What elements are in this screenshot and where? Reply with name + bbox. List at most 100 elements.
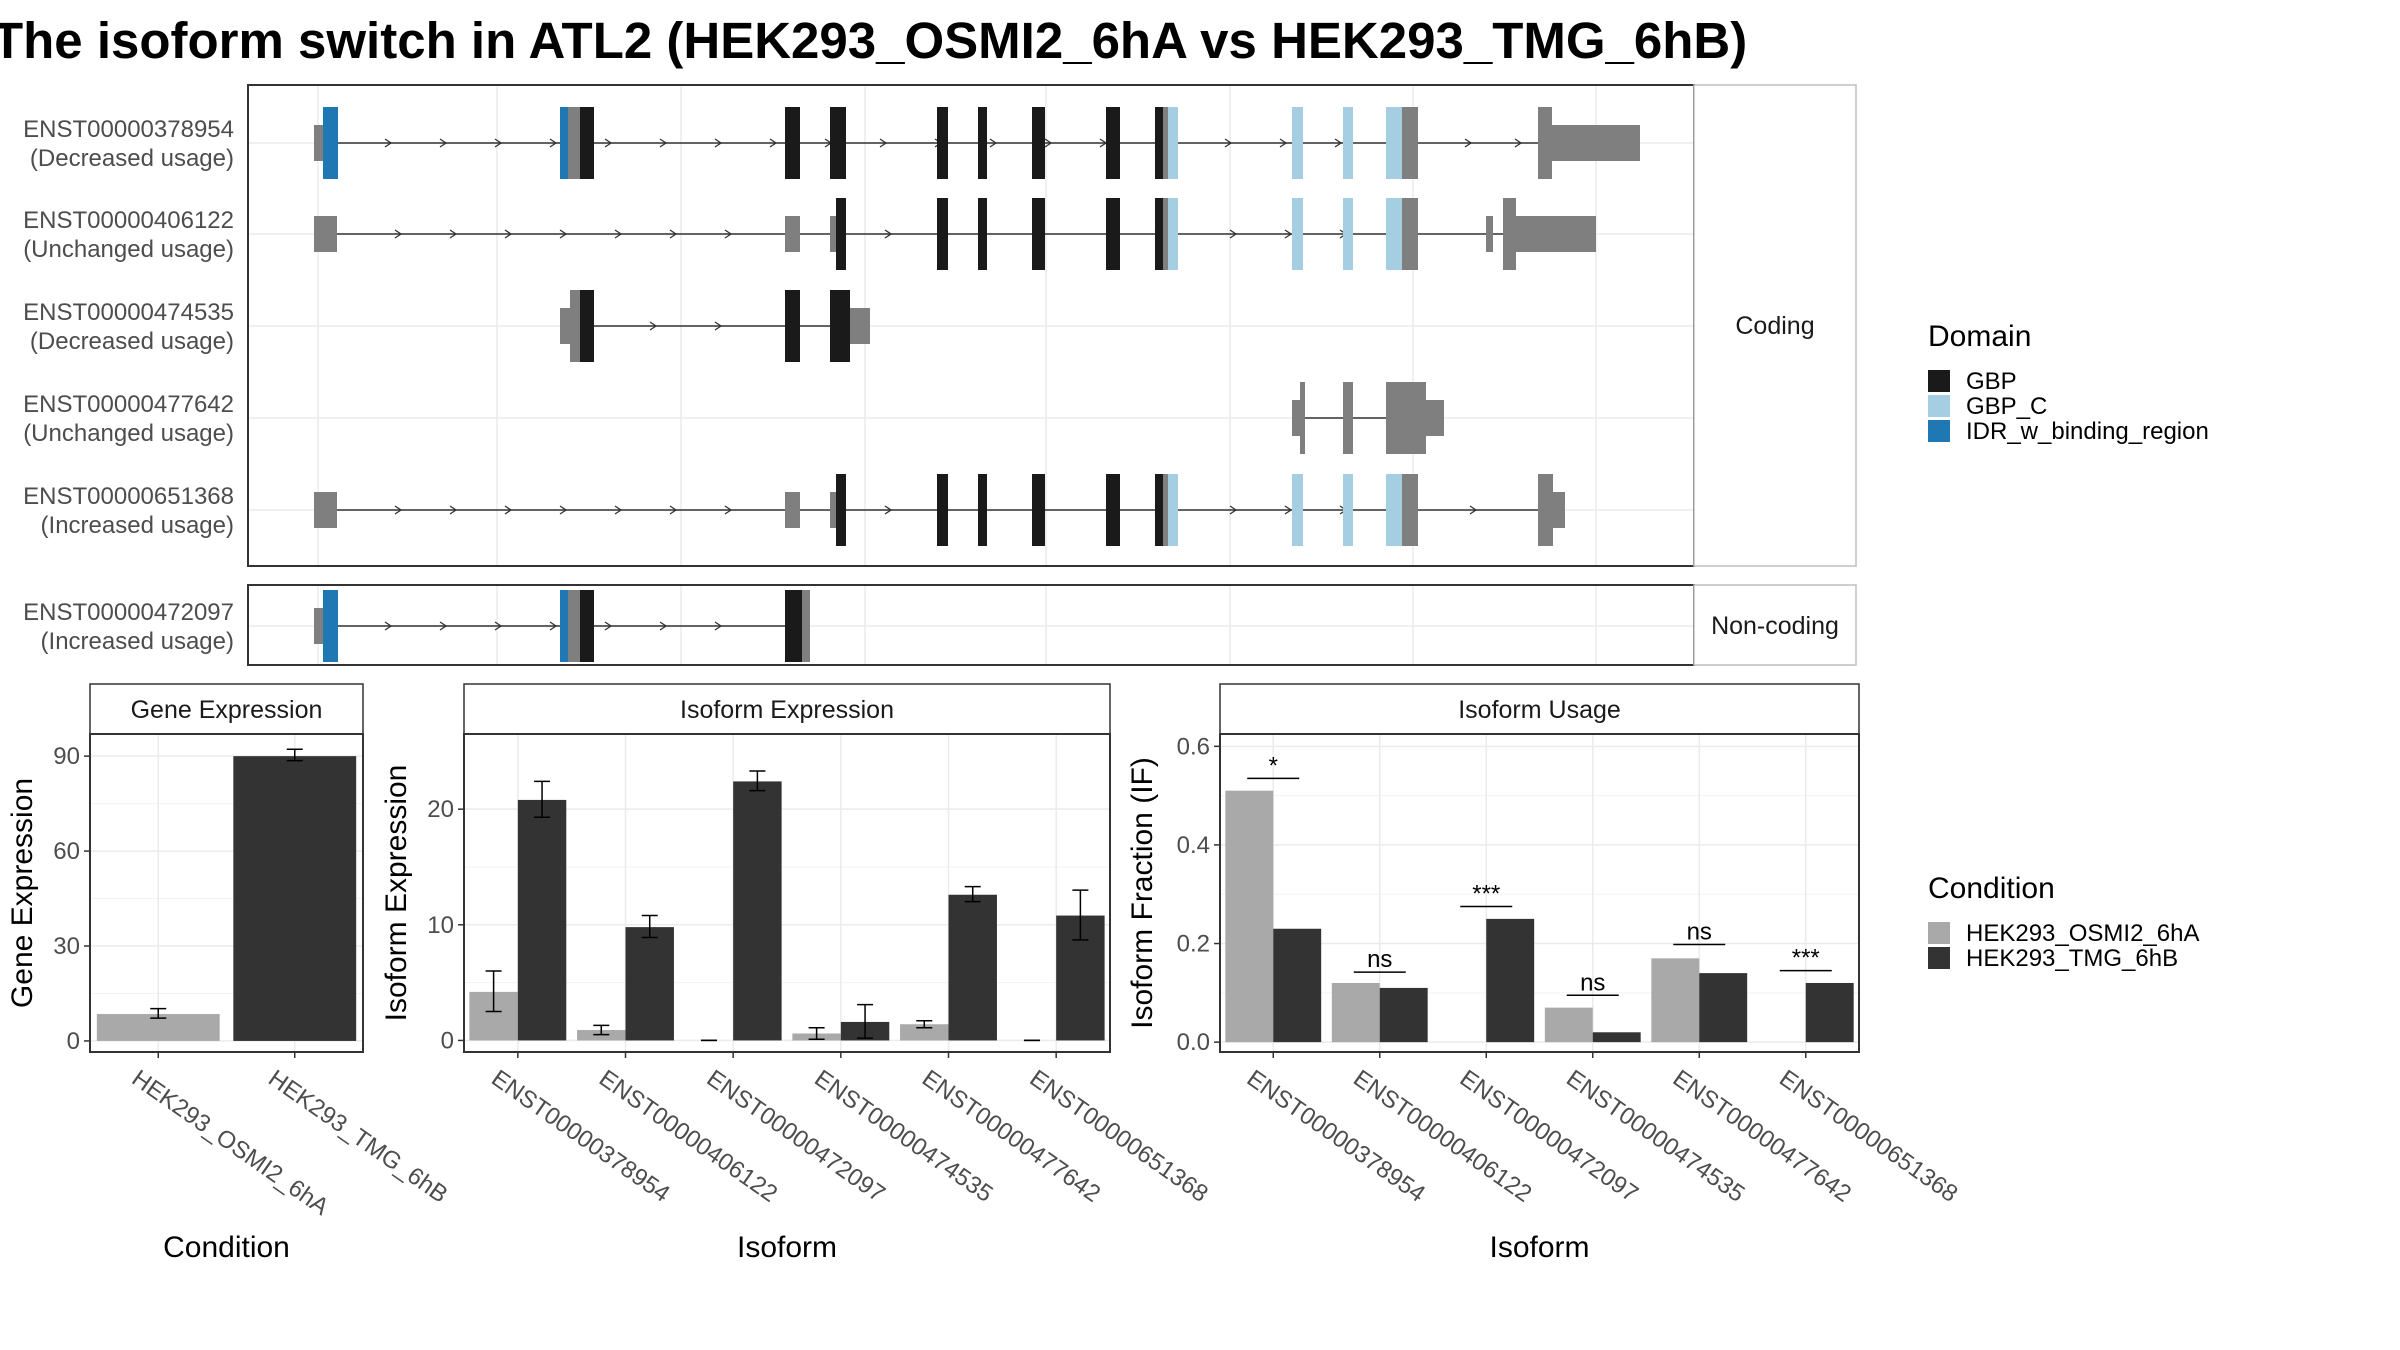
y-axis-title: Isoform Fraction (IF) [1126,757,1159,1029]
exon-block [1300,382,1305,454]
strand-arrow [724,505,733,515]
facet-title: Isoform Usage [1458,696,1621,724]
bar [517,799,567,1041]
legend-label: IDR_w_binding_region [1966,418,2209,445]
exon-block [785,492,800,528]
exon-block [1553,492,1565,528]
x-tick-label: ENST00000406122 [594,1065,782,1208]
exon-block [978,474,987,546]
y-tick-label: 0.0 [1177,1029,1210,1056]
y-tick-label: 60 [53,838,80,865]
strand-arrow [384,621,393,631]
exon-block [830,290,850,362]
legend-swatch [1928,370,1950,392]
x-tick-label: ENST00000651368 [1774,1065,1962,1208]
bar [1331,982,1380,1043]
strand-arrow [384,138,393,148]
exon-block [836,198,846,270]
strand-arrow [884,229,893,239]
exon-block [314,216,337,252]
transcript-model [314,107,1640,179]
exon-block [1106,198,1120,270]
exon-block [937,198,948,270]
x-axis-title: Isoform [1489,1231,1589,1264]
strand-arrow [614,505,623,515]
y-tick-label: 0 [441,1027,454,1054]
exon-block [785,216,800,252]
exon-block [1292,198,1303,270]
exon-block [1032,474,1045,546]
exon-block [1032,198,1045,270]
strip-noncoding-box [1693,584,1857,666]
transcript-status-label: (Unchanged usage) [23,236,234,263]
strand-arrow [394,229,403,239]
strand-arrow [1334,138,1343,148]
exon-block [323,107,338,179]
exon-block [1106,107,1120,179]
exon-block [1402,198,1418,270]
exon-block [1343,107,1353,179]
y-axis-title: Gene Expression [6,778,39,1008]
transcript-model [560,290,870,362]
transcript-status-label: (Increased usage) [41,628,234,655]
bar [233,756,357,1041]
legend-title: Domain [1928,320,2031,353]
exon-block [1292,400,1300,436]
y-tick-label: 90 [53,743,80,770]
structure-coding-panel: Coding [247,84,1857,567]
exon-block [1516,216,1596,252]
transcript-id-label: ENST00000406122 [23,207,234,234]
exon-block [1163,198,1168,270]
x-axis-title: Condition [163,1231,290,1264]
bar [1225,790,1274,1043]
exon-block [568,107,580,179]
strand-arrow [1284,229,1293,239]
legend-label: HEK293_OSMI2_6hA [1966,920,2199,947]
y-tick-label: 30 [53,933,80,960]
exon-block [937,474,948,546]
strand-arrow [1469,505,1478,515]
exon-block [580,107,594,179]
exon-block [323,590,338,662]
strand-arrow [504,505,513,515]
bar [1592,1032,1641,1043]
strand-arrow [714,321,723,331]
exon-block [1163,474,1168,546]
exon-block [560,590,568,662]
x-tick-label: ENST00000378954 [1242,1065,1430,1208]
y-tick-label: 0.6 [1177,733,1210,760]
strand-arrow [549,138,558,148]
transcript-status-label: (Unchanged usage) [23,420,234,447]
transcript-id-label: ENST00000472097 [23,599,234,626]
exon-block [1386,474,1402,546]
transcript-model [1292,382,1444,454]
legend-swatch [1928,947,1950,969]
exon-block [1168,474,1178,546]
bar [948,894,997,1041]
y-tick-label: 10 [427,912,454,939]
transcript-model [314,474,1565,546]
noncoding-transcripts [314,590,810,662]
y-tick-label: 0.4 [1177,832,1210,859]
strand-arrow [449,229,458,239]
transcript-id-label: ENST00000378954 [23,116,234,143]
bar [625,927,674,1041]
exon-block [1486,216,1493,252]
strand-arrow [714,138,723,148]
x-tick-label: ENST00000472097 [1455,1065,1643,1208]
strand-arrow [724,229,733,239]
strand-arrow [449,505,458,515]
legend-swatch [1928,395,1950,417]
transcript-status-label: (Decreased usage) [30,328,234,355]
exon-block [314,125,323,161]
exon-block [1386,382,1426,454]
exon-block [560,107,568,179]
strand-arrow [1514,138,1523,148]
legend-swatch [1928,922,1950,944]
x-tick-label: ENST00000477642 [917,1065,1105,1208]
panel-border [1219,733,1860,1053]
exon-block [830,107,846,179]
exon-block [1168,198,1178,270]
bar [1273,928,1322,1043]
isoform-usage-chart: Isoform Usage 0.0 0.2 0.4 0.6 * ns *** ns ns *** EN… [1126,683,1963,1264]
